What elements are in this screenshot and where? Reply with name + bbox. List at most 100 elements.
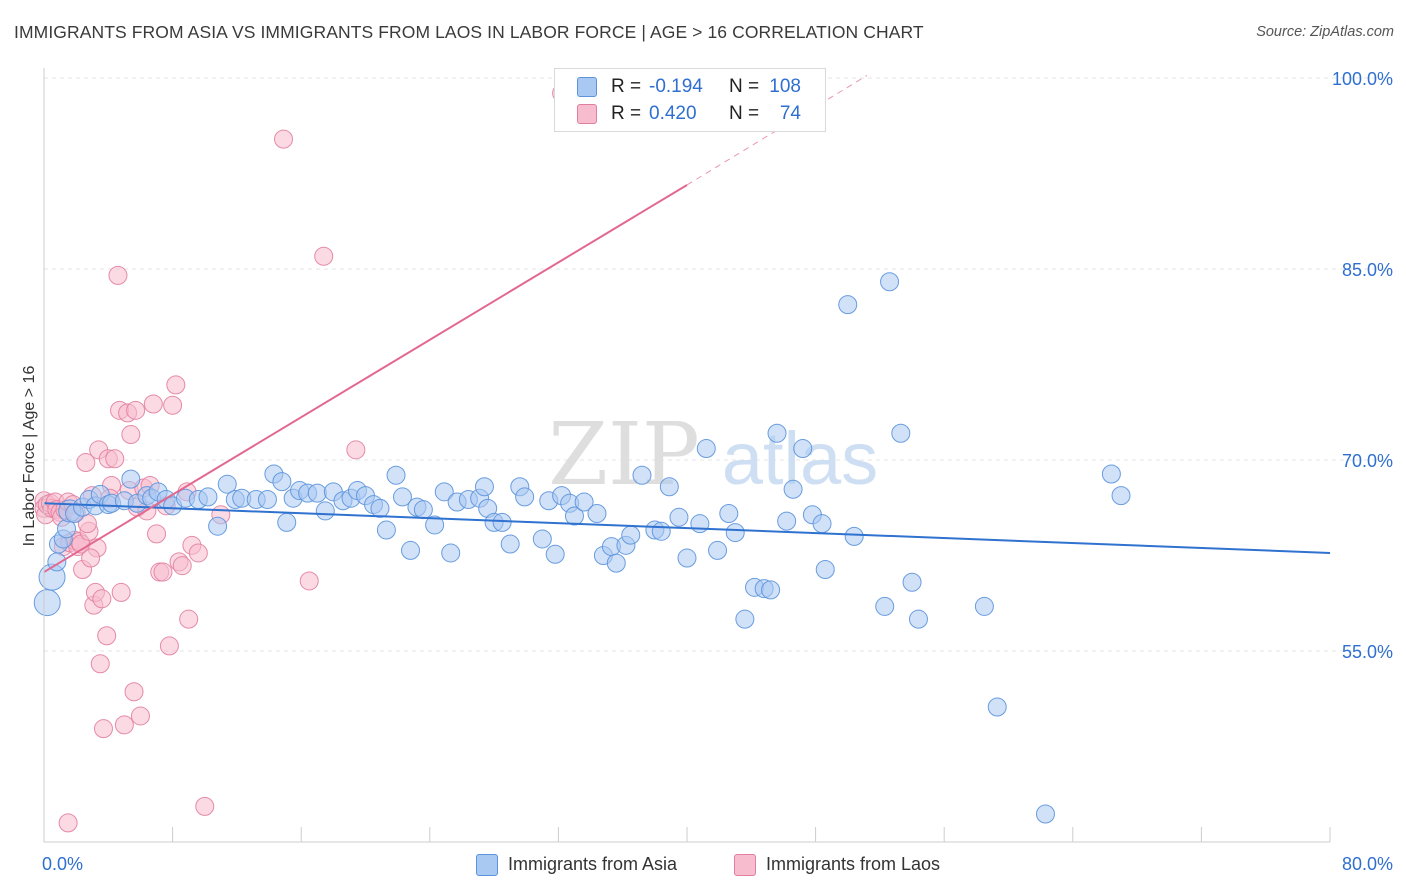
laos-point — [126, 400, 146, 420]
laos-point — [93, 719, 113, 739]
laos-point — [299, 571, 319, 591]
asia-point — [891, 423, 911, 443]
asia-point — [545, 544, 565, 564]
r-value: 0.420 — [649, 103, 697, 124]
trend-lines — [43, 75, 1331, 573]
asia-point — [696, 439, 716, 459]
laos-point — [274, 129, 294, 149]
asia-point — [515, 487, 535, 507]
laos-point — [153, 562, 173, 582]
laos-point — [130, 706, 150, 726]
asia-point — [987, 697, 1007, 717]
laos-point — [143, 394, 163, 414]
asia-point — [719, 503, 739, 523]
laos-point — [124, 682, 144, 702]
chart-title: IMMIGRANTS FROM ASIA VS IMMIGRANTS FROM … — [14, 22, 924, 42]
laos-point — [121, 425, 141, 445]
laos-trend-extension — [686, 75, 868, 186]
asia-point — [370, 498, 390, 518]
asia-point — [659, 477, 679, 497]
asia-trend-line — [43, 502, 1331, 554]
asia-point — [908, 609, 928, 629]
asia-points — [33, 272, 1131, 824]
series-legend: Immigrants from Asia Immigrants from Lao… — [0, 852, 1406, 878]
asia-point — [500, 534, 520, 554]
asia-swatch — [577, 77, 597, 97]
asia-point — [564, 506, 584, 526]
asia-point — [441, 543, 461, 563]
correlation-legend: R = -0.194 N = 108 R = 0.420 N = 74 — [554, 68, 826, 132]
asia-point — [812, 514, 832, 534]
asia-point — [587, 503, 607, 523]
r-label: R = — [611, 76, 642, 97]
asia-point — [1111, 486, 1131, 506]
asia-point — [632, 465, 652, 485]
laos-point — [81, 548, 101, 568]
laos-point — [166, 375, 186, 395]
asia-point — [315, 501, 335, 521]
asia-point — [121, 469, 141, 489]
axes: 55.0% 70.0% 85.0% 100.0% 0.0% 80.0% — [42, 68, 1393, 874]
legend-label-asia: Immigrants from Asia — [508, 854, 678, 874]
asia-point — [783, 479, 803, 499]
laos-point — [195, 796, 215, 816]
laos-point — [97, 626, 117, 646]
y-tick-label: 55.0% — [1342, 642, 1393, 662]
laos-point — [108, 265, 128, 285]
asia-point — [33, 589, 61, 617]
asia-point — [880, 272, 900, 292]
y-tick-label: 85.0% — [1342, 260, 1393, 280]
asia-point — [401, 540, 421, 560]
laos-point — [188, 543, 208, 563]
x-tick-label: 80.0% — [1342, 854, 1393, 874]
laos-trend-line — [43, 184, 688, 573]
asia-point — [413, 500, 433, 520]
asia-swatch — [476, 854, 498, 876]
asia-point — [761, 580, 781, 600]
asia-point — [208, 516, 228, 536]
asia-point — [1035, 804, 1055, 824]
asia-point — [974, 596, 994, 616]
asia-point — [777, 511, 797, 531]
x-tick-label: 0.0% — [42, 854, 83, 874]
laos-point — [172, 556, 192, 576]
n-value: 74 — [779, 103, 801, 124]
laos-point — [92, 589, 112, 609]
asia-point — [392, 487, 412, 507]
laos-point — [159, 636, 179, 656]
laos-swatch — [577, 104, 597, 124]
asia-point — [677, 548, 697, 568]
asia-point — [376, 520, 396, 540]
asia-point — [425, 515, 445, 535]
asia-point — [735, 609, 755, 629]
asia-point — [574, 492, 594, 512]
asia-point — [492, 512, 512, 532]
asia-point — [474, 477, 494, 497]
asia-point — [767, 423, 787, 443]
y-tick-label: 70.0% — [1342, 451, 1393, 471]
laos-point — [58, 813, 78, 833]
laos-swatch — [734, 854, 756, 876]
asia-point — [386, 465, 406, 485]
laos-point — [90, 654, 110, 674]
asia-point — [669, 507, 689, 527]
asia-point — [277, 512, 297, 532]
asia-point — [307, 483, 327, 503]
y-tick-label: 100.0% — [1332, 69, 1393, 89]
n-label: N = — [729, 103, 760, 124]
asia-point — [902, 572, 922, 592]
n-label: N = — [729, 76, 760, 97]
laos-point — [76, 453, 96, 473]
asia-point — [651, 521, 671, 541]
laos-point — [114, 715, 134, 735]
laos-point — [111, 582, 131, 602]
asia-point — [606, 553, 626, 573]
asia-point — [725, 523, 745, 543]
source-credit: Source: ZipAtlas.com — [1256, 24, 1394, 40]
grid-layer — [44, 77, 1392, 652]
asia-point — [875, 596, 895, 616]
laos-point — [105, 449, 125, 469]
r-value: -0.194 — [649, 76, 703, 97]
asia-point — [815, 560, 835, 580]
